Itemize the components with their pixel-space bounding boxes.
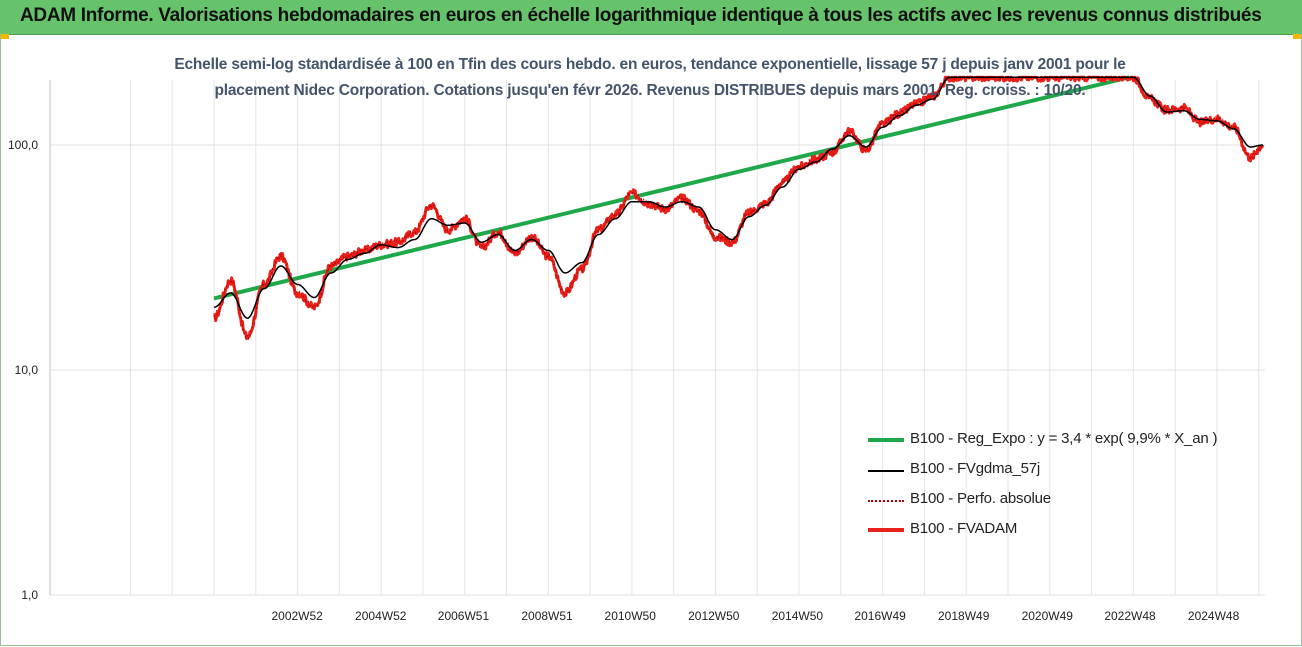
x-tick-label: 2024W48 xyxy=(1188,609,1240,623)
series-lines xyxy=(213,75,1265,341)
legend-swatch-green xyxy=(868,438,904,442)
y-tick-label: 100,0 xyxy=(8,138,38,152)
legend-item-fvadam: B100 - FVADAM xyxy=(868,517,1248,547)
series-line-fvadam xyxy=(213,75,1265,340)
x-tick-label: 2018W49 xyxy=(938,609,990,623)
legend-label: B100 - FVADAM xyxy=(910,520,1018,537)
x-tick-label: 2008W51 xyxy=(521,609,573,623)
chart-subtitle: Echelle semi-log standardisée à 100 en T… xyxy=(150,52,1150,104)
y-tick-label: 10,0 xyxy=(15,363,39,377)
x-tick-label: 2012W50 xyxy=(688,609,740,623)
report-header: ADAM Informe. Valorisations hebdomadaire… xyxy=(0,0,1302,35)
legend-item-reg-expo: B100 - Reg_Expo : y = 3,4 * exp( 9,9% * … xyxy=(868,427,1248,457)
legend-swatch-black xyxy=(868,470,904,472)
x-tick-label: 2002W52 xyxy=(271,609,323,623)
legend-swatch-red xyxy=(868,528,904,532)
corner-marker-right xyxy=(1293,34,1302,39)
series-line-reg-expo xyxy=(213,75,1130,301)
series-line-perfo-absolue xyxy=(213,76,1264,341)
x-tick-label: 2006W51 xyxy=(438,609,490,623)
report-title: ADAM Informe. Valorisations hebdomadaire… xyxy=(20,5,1262,26)
chart-legend: B100 - Reg_Expo : y = 3,4 * exp( 9,9% * … xyxy=(868,427,1248,547)
x-tick-label: 2004W52 xyxy=(355,609,407,623)
x-tick-label: 2016W49 xyxy=(854,609,906,623)
x-tick-label: 2020W49 xyxy=(1022,609,1074,623)
legend-item-perfo: B100 - Perfo. absolue xyxy=(868,487,1248,517)
corner-marker-left xyxy=(0,34,9,39)
x-tick-label: 2010W50 xyxy=(605,609,657,623)
legend-label: B100 - Perfo. absolue xyxy=(910,490,1051,507)
legend-label: B100 - Reg_Expo : y = 3,4 * exp( 9,9% * … xyxy=(910,430,1218,447)
chart-subtitle-line-2: placement Nidec Corporation. Cotations j… xyxy=(214,82,1086,99)
x-tick-label: 2014W50 xyxy=(772,609,824,623)
legend-swatch-dotted xyxy=(868,500,904,502)
axes: 1,0 10,0 100,0 2002W52 2004W52 2006W51 2008W51… xyxy=(8,80,1240,623)
legend-item-fvgdma: B100 - FVgdma_57j xyxy=(868,457,1248,487)
chart-subtitle-line-1: Echelle semi-log standardisée à 100 en T… xyxy=(174,56,1126,73)
legend-label: B100 - FVgdma_57j xyxy=(910,460,1041,477)
y-tick-label: 1,0 xyxy=(21,588,38,602)
x-tick-label: 2022W48 xyxy=(1104,609,1156,623)
series-line-fvgdma xyxy=(213,76,1263,319)
